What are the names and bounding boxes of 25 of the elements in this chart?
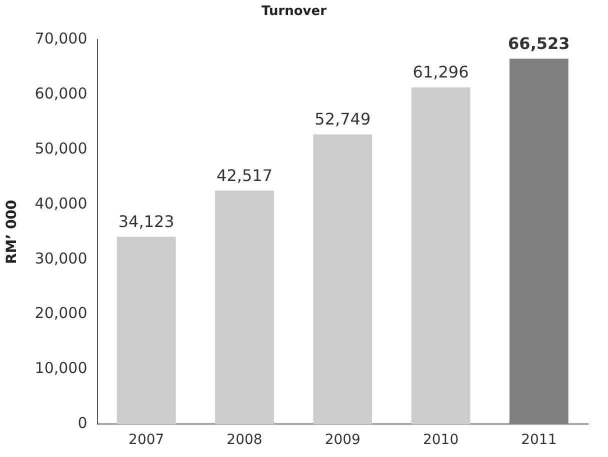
y-tick-label: 0 (78, 414, 88, 432)
chart-title: Turnover (262, 4, 328, 20)
y-tick-label: 10,000 (34, 359, 88, 378)
data-label: 34,123 (118, 212, 174, 231)
y-tick-label: 50,000 (34, 139, 88, 158)
x-tick-label: 2009 (324, 432, 360, 448)
y-tick-label: 60,000 (34, 84, 88, 102)
x-tick-label: 2010 (422, 432, 459, 448)
data-label: 61,296 (412, 62, 469, 82)
bar (411, 87, 470, 424)
data-label: 42,517 (216, 166, 272, 185)
y-axis-title: RM’ 000 (4, 200, 20, 264)
bar (509, 58, 568, 424)
bar (215, 190, 274, 424)
x-tick-label: 2011 (521, 432, 557, 448)
y-tick-label: 20,000 (34, 304, 88, 322)
y-tick-label: 70,000 (34, 29, 88, 48)
data-label: 66,523 (508, 34, 570, 53)
y-tick-label: 30,000 (34, 249, 88, 268)
x-tick-label: 2007 (128, 432, 164, 448)
y-tick-label: 40,000 (34, 194, 88, 212)
bar (313, 134, 372, 424)
data-label: 52,749 (314, 110, 371, 129)
x-tick-label: 2008 (226, 432, 262, 448)
bar (116, 236, 176, 424)
